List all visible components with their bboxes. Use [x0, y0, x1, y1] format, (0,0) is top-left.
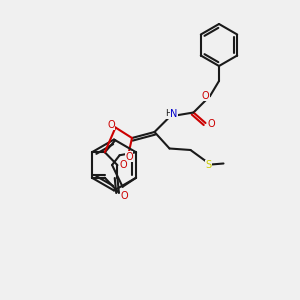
- Text: N: N: [170, 109, 178, 119]
- Text: S: S: [206, 160, 212, 170]
- Text: H: H: [166, 110, 172, 118]
- Text: O: O: [125, 152, 133, 162]
- Text: O: O: [208, 119, 215, 130]
- Text: O: O: [119, 160, 127, 170]
- Text: O: O: [107, 119, 115, 130]
- Text: O: O: [121, 191, 128, 201]
- Text: O: O: [107, 119, 115, 130]
- Text: O: O: [202, 91, 209, 101]
